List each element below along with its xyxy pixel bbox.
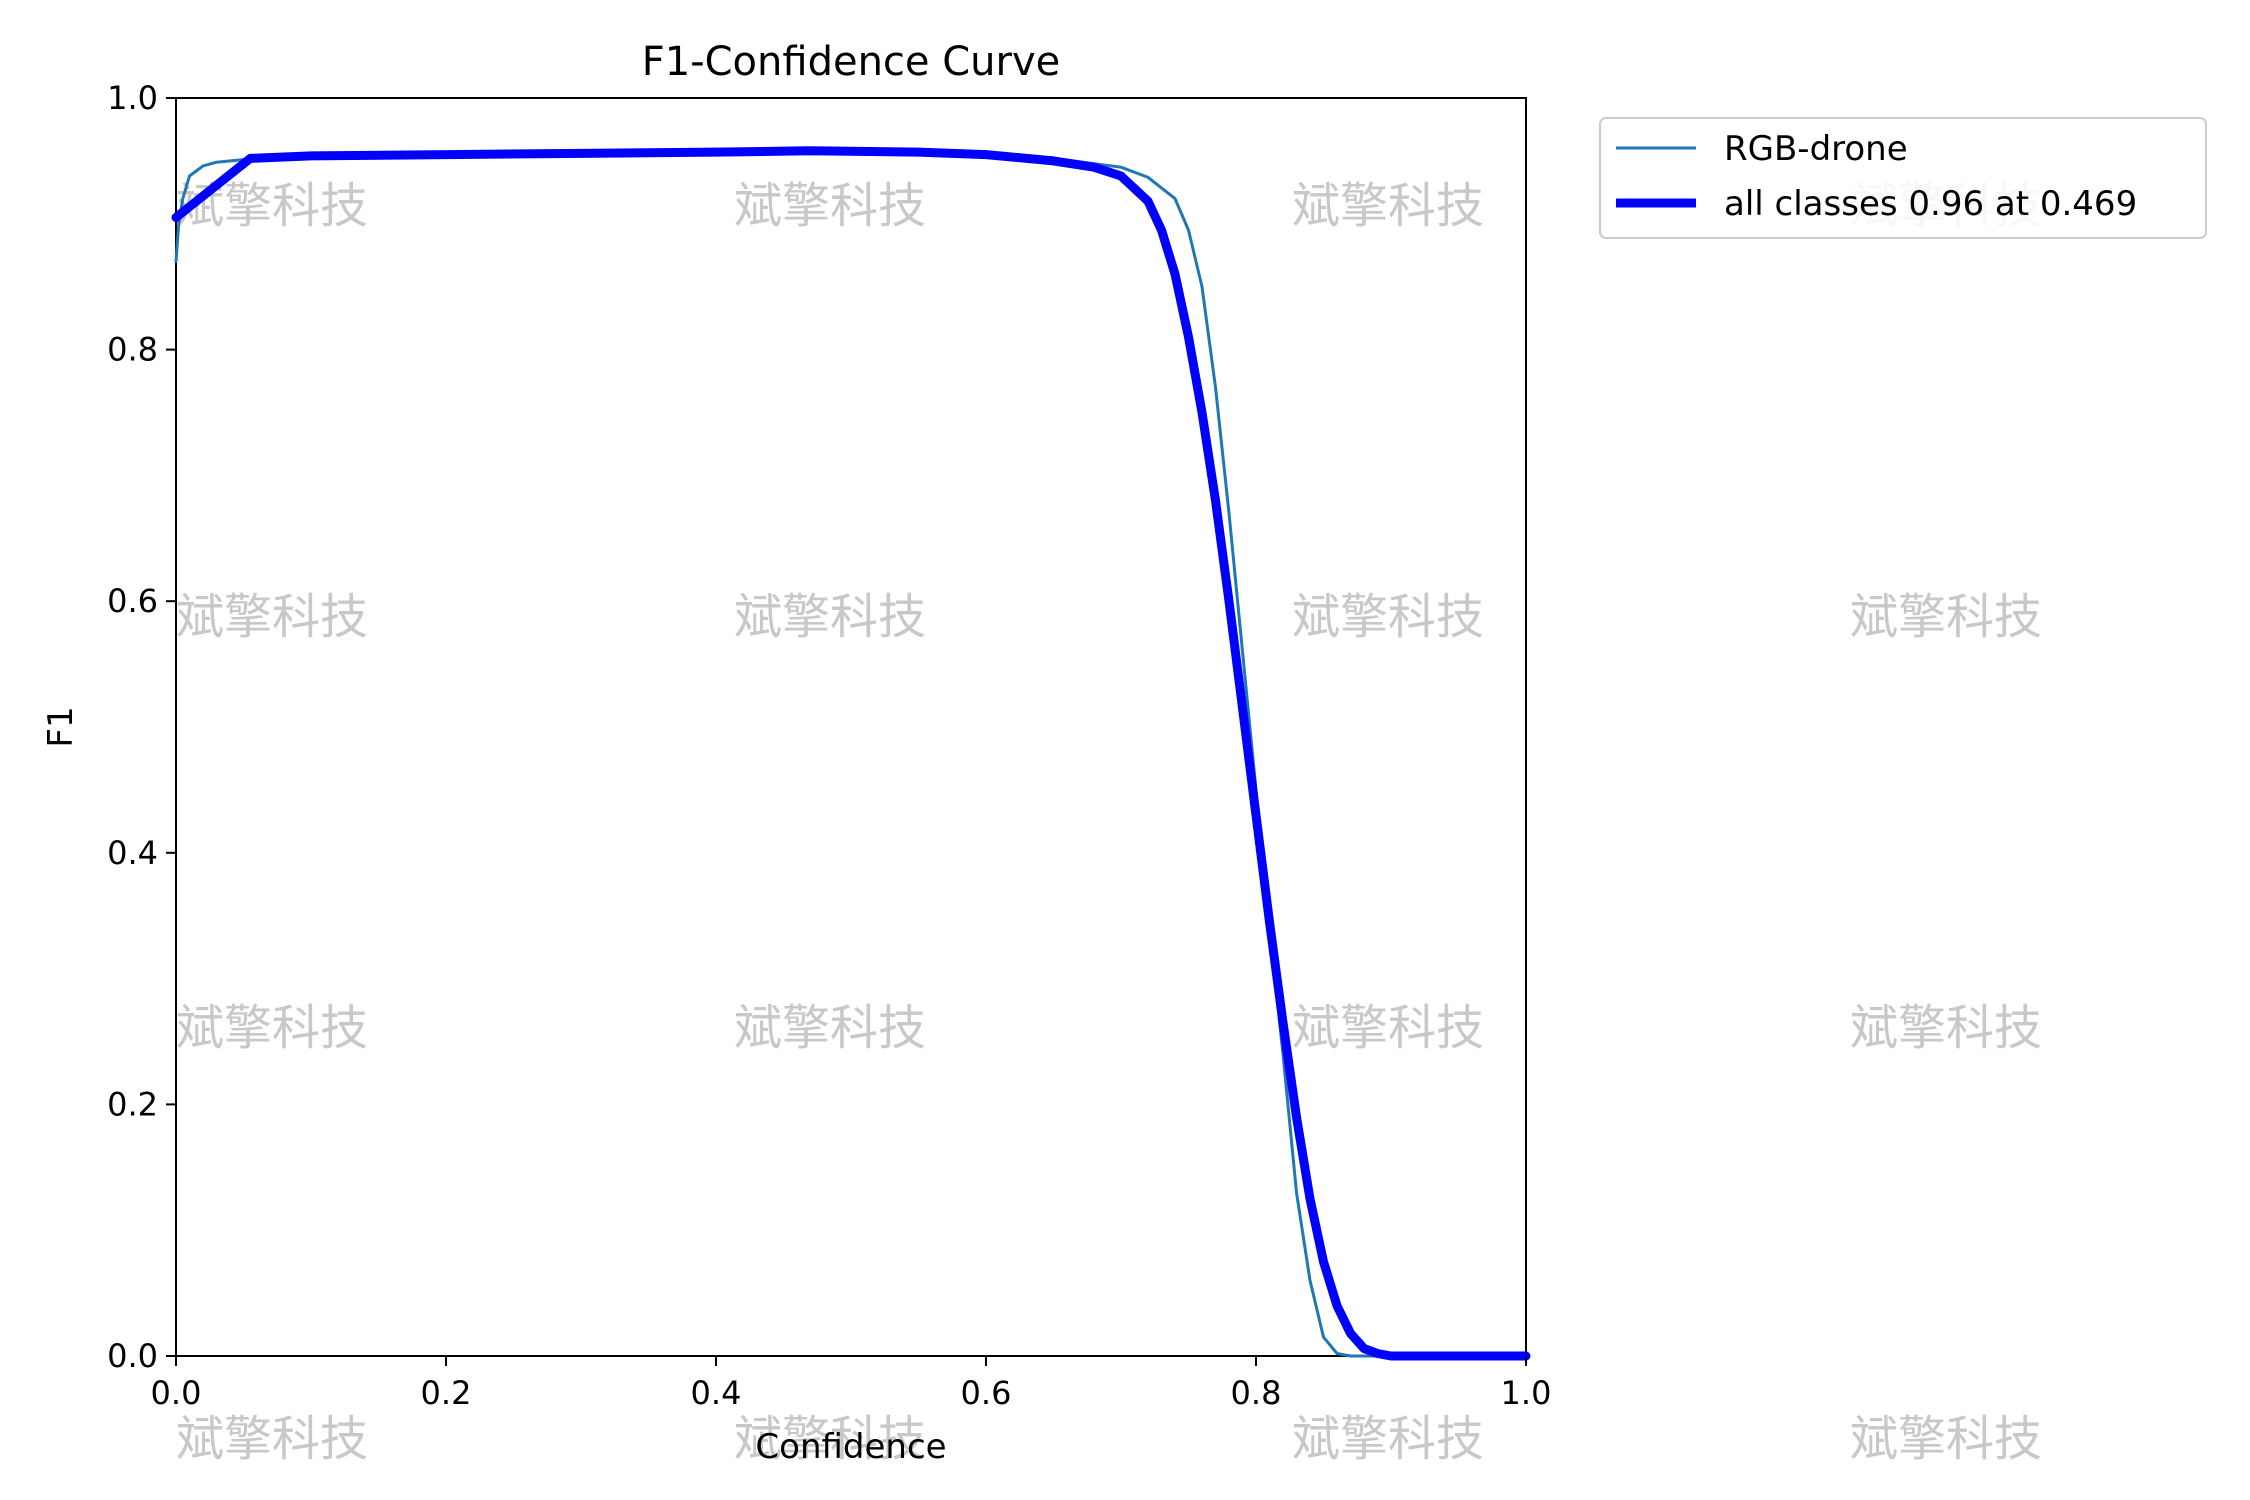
x-tick-label: 0.0	[151, 1374, 202, 1412]
series-line-all-classes	[171, 146, 1531, 1361]
ticks-layer: 0.0 0.2 0.4 0.6 0.8 1.0 0.0 0.2 0.4 0.6 0.8 1.0	[107, 79, 1551, 1412]
watermark-text: 斌擎科技	[734, 1411, 926, 1467]
y-tick-label: 0.6	[107, 582, 158, 620]
x-tick-label: 0.6	[961, 1374, 1012, 1412]
x-tick-label: 1.0	[1501, 1374, 1552, 1412]
watermark-text: 斌擎科技	[176, 178, 368, 234]
y-tick-label: 0.2	[107, 1085, 158, 1123]
legend: RGB-drone all classes 0.96 at 0.469	[1599, 117, 2207, 239]
watermark-text: 斌擎科技	[734, 589, 926, 645]
watermark-text: 斌擎科技	[1850, 1000, 2042, 1056]
watermark-text: 斌擎科技	[176, 1411, 368, 1467]
watermark-text: 斌擎科技	[1292, 1000, 1484, 1056]
watermark-text: 斌擎科技	[1850, 1411, 2042, 1467]
watermark-text: 斌擎科技	[734, 1000, 926, 1056]
watermark-text: 斌擎科技	[1292, 589, 1484, 645]
watermark-text: 斌擎科技	[176, 1000, 368, 1056]
x-tick-label: 0.8	[1231, 1374, 1282, 1412]
y-axis-label: F1	[41, 706, 81, 747]
series-line-rgb-drone	[174, 149, 1528, 1358]
plot-area	[175, 97, 1527, 1357]
x-tick-label: 0.4	[691, 1374, 742, 1412]
series-layer	[171, 146, 1531, 1361]
y-tick-label: 0.0	[107, 1337, 158, 1375]
watermark-text: 斌擎科技	[176, 589, 368, 645]
chart-title: F1-Confidence Curve	[642, 39, 1061, 85]
watermark-text: 斌擎科技	[1292, 178, 1484, 234]
watermark-text: 斌擎科技	[1292, 1411, 1484, 1467]
legend-label-rgb-drone: RGB-drone	[1724, 129, 1908, 169]
watermark-text: 斌擎科技	[734, 178, 926, 234]
legend-box	[1599, 117, 2207, 239]
y-tick-label: 1.0	[107, 79, 158, 117]
watermark-text: 斌擎科技	[1850, 589, 2042, 645]
x-axis-label: Confidence	[755, 1427, 946, 1467]
x-tick-label: 0.2	[421, 1374, 472, 1412]
legend-label-all-classes: all classes 0.96 at 0.469	[1724, 184, 2137, 224]
y-tick-label: 0.4	[107, 834, 158, 872]
y-tick-label: 0.8	[107, 331, 158, 369]
